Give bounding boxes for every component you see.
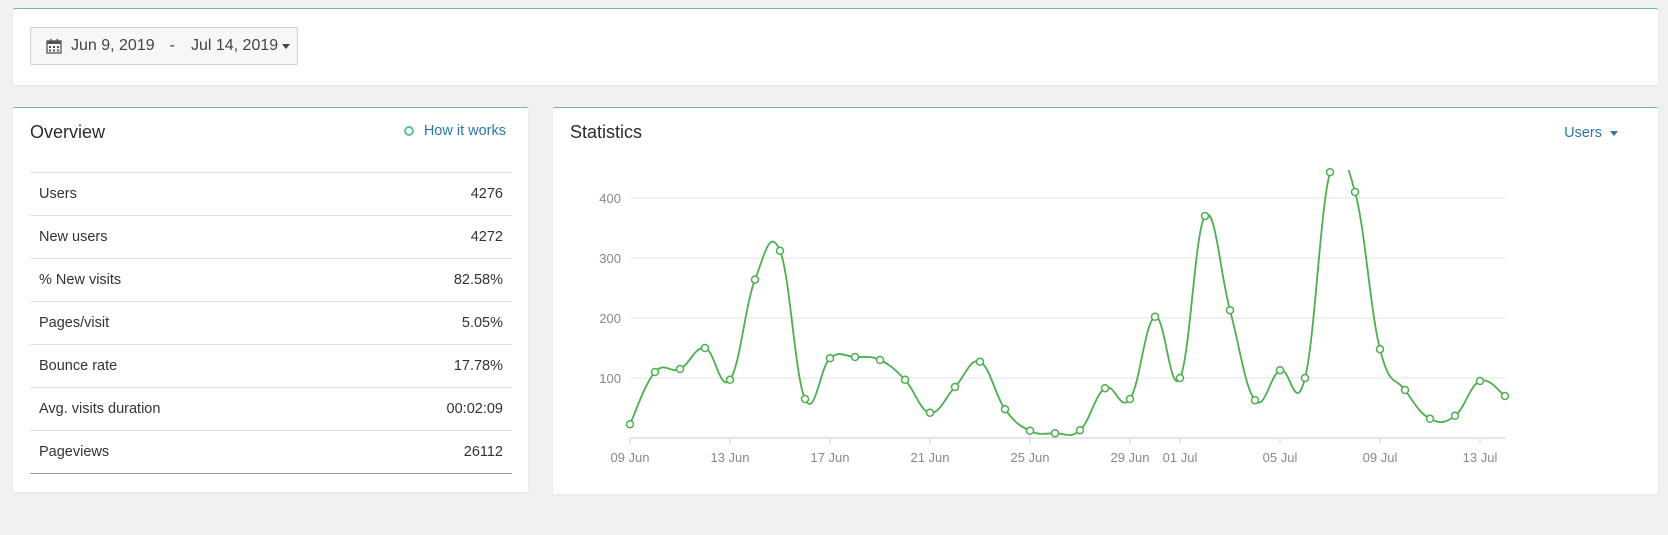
table-row: New users 4272 xyxy=(30,215,512,259)
overview-card: Overview How it works Users 4276 New user… xyxy=(13,107,528,492)
data-point xyxy=(1000,404,1010,414)
table-row: Bounce rate 17.78% xyxy=(30,344,512,388)
series-line xyxy=(629,170,1506,436)
chevron-down-icon xyxy=(282,43,291,49)
table-row: Avg. visits duration 00:02:09 xyxy=(30,387,512,431)
data-point xyxy=(1425,414,1435,424)
x-tick-label: 21 Jun xyxy=(910,450,949,465)
date-start: Jun 9, 2019 xyxy=(71,37,155,54)
data-point xyxy=(1075,425,1085,435)
data-point xyxy=(700,343,710,353)
data-point xyxy=(1400,385,1410,395)
data-point xyxy=(800,394,810,404)
how-it-works-link[interactable]: How it works xyxy=(403,123,506,139)
x-tick-label: 13 Jun xyxy=(710,450,749,465)
data-point xyxy=(725,375,735,385)
row-label: New users xyxy=(30,215,345,259)
row-value: 4272 xyxy=(344,215,512,259)
data-point xyxy=(1175,373,1185,383)
row-label: Users xyxy=(30,172,345,216)
data-point xyxy=(650,367,660,377)
date-end: Jul 14, 2019 xyxy=(190,37,279,54)
overview-title: Overview xyxy=(30,122,106,142)
data-point xyxy=(1325,167,1335,177)
data-point xyxy=(925,408,935,418)
x-tick-label: 05 Jul xyxy=(1263,450,1298,465)
metric-dropdown-label: Users xyxy=(1564,125,1602,141)
row-value: 82.58% xyxy=(344,258,512,302)
data-point xyxy=(1200,211,1210,221)
metric-dropdown[interactable]: Users xyxy=(1564,125,1618,141)
users-line-chart: 100 200 300 400 09 Jun 13 Jun 17 Jun 21 Jun 25 J… xyxy=(599,167,1510,465)
statistics-card: Statistics Users 100 200 300 400 09 Jun 13 Ju… xyxy=(553,107,1658,494)
data-point xyxy=(850,352,860,362)
data-point xyxy=(1250,395,1260,405)
data-point xyxy=(875,355,885,365)
calendar-icon xyxy=(46,39,62,54)
y-tick-label: 400 xyxy=(599,191,621,206)
row-value: 4276 xyxy=(344,172,512,216)
table-row: % New visits 82.58% xyxy=(30,258,512,302)
data-point xyxy=(1500,391,1510,401)
data-point xyxy=(675,364,685,374)
row-value: 00:02:09 xyxy=(344,387,512,431)
row-label: Pageviews xyxy=(30,430,345,474)
x-tick-label: 13 Jul xyxy=(1463,450,1498,465)
data-point xyxy=(950,382,960,392)
data-point xyxy=(750,275,760,284)
row-value: 5.05% xyxy=(344,301,512,345)
how-it-works-label: How it works xyxy=(423,123,506,139)
data-point xyxy=(1300,373,1310,383)
data-point xyxy=(775,246,785,256)
data-point xyxy=(1275,365,1285,375)
row-label: Bounce rate xyxy=(30,344,345,388)
data-point xyxy=(1225,305,1235,315)
x-tick-label: 29 Jun xyxy=(1110,450,1149,465)
table-row: Users 4276 xyxy=(30,172,512,216)
row-label: % New visits xyxy=(30,258,345,302)
data-point xyxy=(975,357,985,367)
y-tick-label: 300 xyxy=(599,251,621,266)
info-circle-icon xyxy=(403,126,414,136)
x-tick-label: 01 Jul xyxy=(1163,450,1198,465)
x-tick-label: 25 Jun xyxy=(1010,450,1049,465)
data-point xyxy=(1100,383,1110,393)
row-value: 17.78% xyxy=(344,344,512,388)
data-point xyxy=(825,353,835,363)
row-value: 26112 xyxy=(344,430,512,474)
data-point xyxy=(1050,428,1060,438)
x-tick-label: 17 Jun xyxy=(810,450,849,465)
table-row: Pageviews 26112 xyxy=(30,430,512,474)
data-point xyxy=(625,419,635,429)
table-row: Pages/visit 5.05% xyxy=(30,301,512,345)
date-range-card: Jun 9, 2019 - Jul 14, 2019 xyxy=(13,8,1658,85)
y-tick-label: 200 xyxy=(599,311,621,326)
data-point xyxy=(1025,426,1035,436)
date-range-picker[interactable]: Jun 9, 2019 - Jul 14, 2019 xyxy=(30,27,298,65)
statistics-title: Statistics xyxy=(570,122,643,142)
data-point xyxy=(1475,376,1485,386)
data-point xyxy=(1450,411,1460,421)
x-tick-label: 09 Jun xyxy=(610,450,649,465)
data-point xyxy=(1125,394,1135,404)
y-tick-label: 100 xyxy=(599,371,621,386)
data-point xyxy=(1375,344,1385,354)
x-tick-label: 09 Jul xyxy=(1363,450,1398,465)
data-point xyxy=(1350,187,1360,197)
data-point xyxy=(900,375,910,385)
data-point xyxy=(1150,312,1160,322)
row-label: Pages/visit xyxy=(30,301,345,345)
row-label: Avg. visits duration xyxy=(30,387,345,431)
date-separator: - xyxy=(169,37,175,54)
overview-table: Users 4276 New users 4272 % New visits 82.5… xyxy=(30,172,512,474)
chevron-down-icon xyxy=(1610,130,1618,136)
